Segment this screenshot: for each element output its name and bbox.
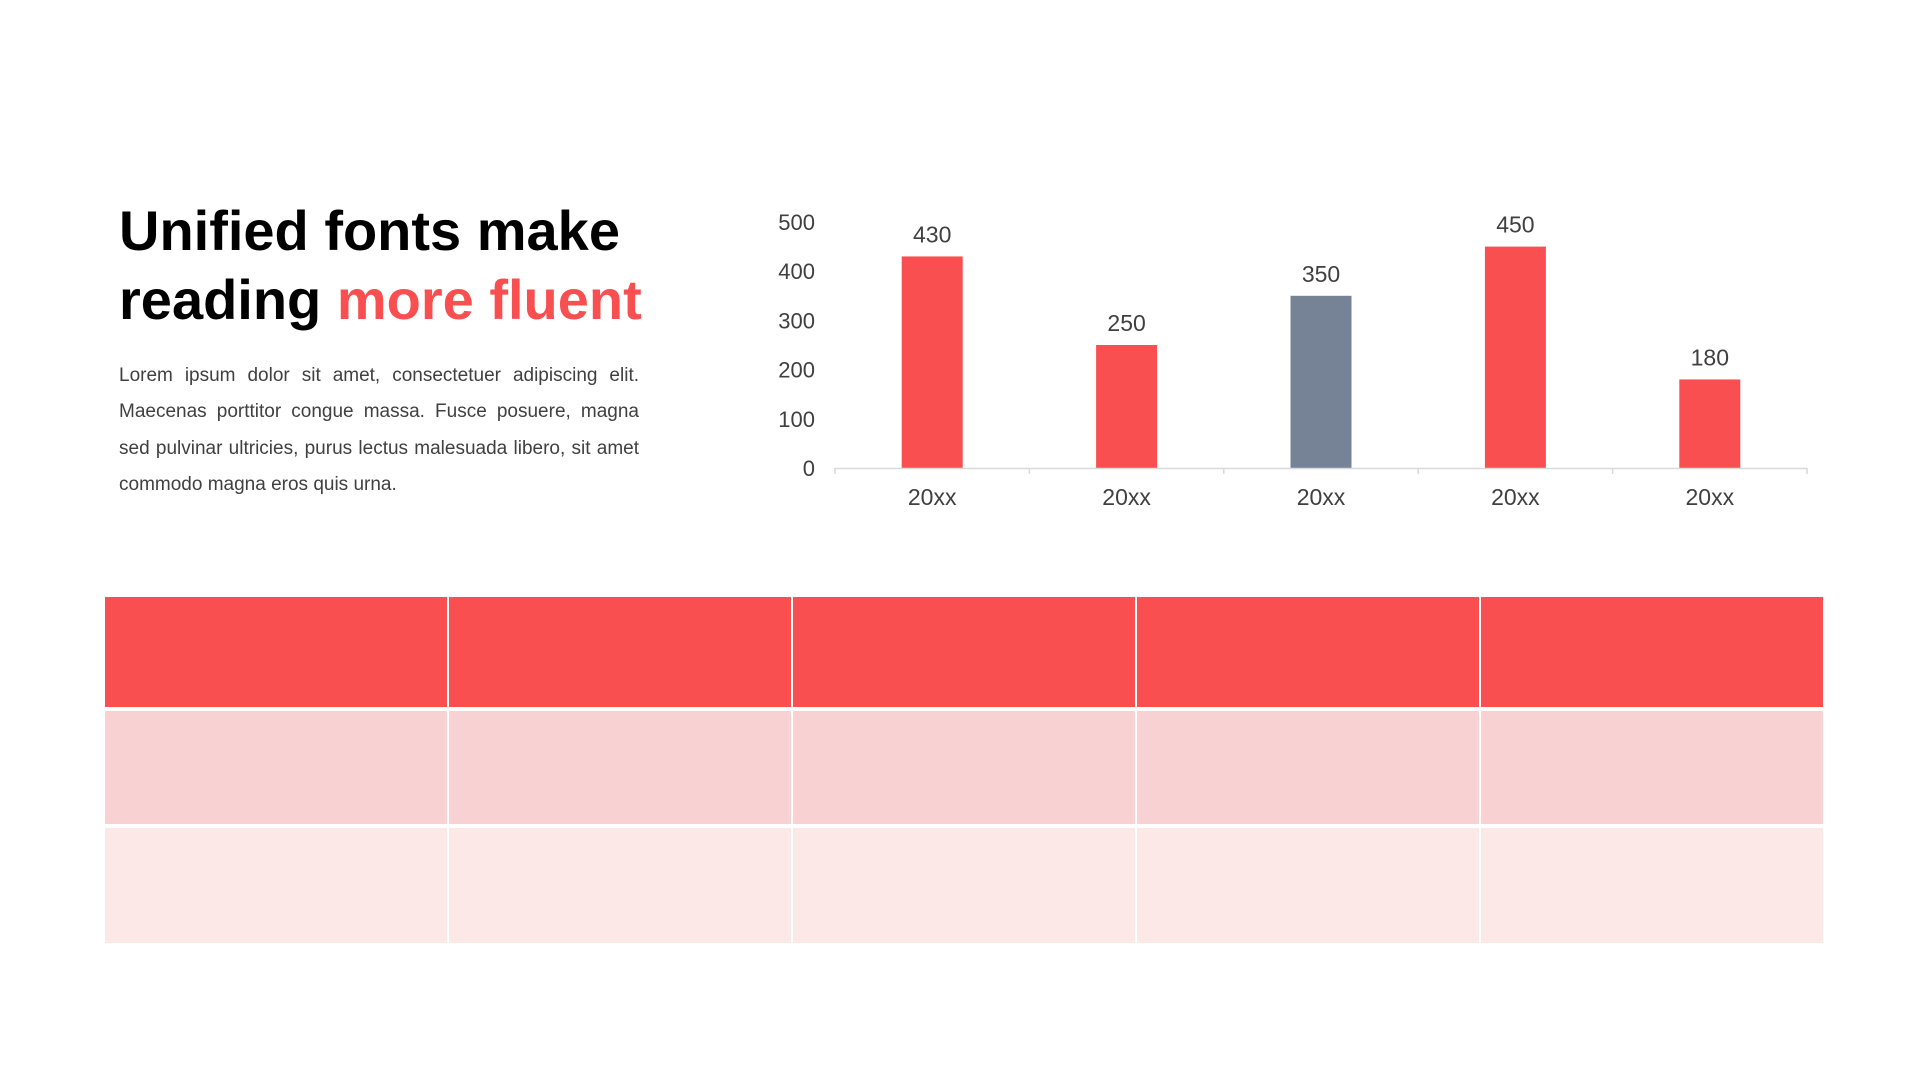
bar-series [901, 246, 1741, 468]
y-tick-label: 0 [803, 456, 815, 481]
bar [1679, 379, 1741, 468]
x-tick-label: 20xx [1297, 484, 1346, 510]
x-tick-label: 20xx [1491, 484, 1540, 510]
x-tick-label: 20xx [1686, 484, 1735, 510]
bar-chart: 0 100 200 300 400 500 20xx 20xx 20xx 20xx 20xx 43… [778, 210, 1808, 510]
data-table [105, 597, 1823, 943]
table-header-cell [1137, 597, 1479, 707]
table-cell [449, 711, 791, 824]
table-header-cell [449, 597, 791, 707]
x-tick-label: 20xx [908, 484, 957, 510]
bar [1096, 345, 1158, 468]
y-axis: 0 100 200 300 400 500 [778, 210, 815, 481]
body-paragraph: Lorem ipsum dolor sit amet, consectetuer… [119, 365, 639, 495]
data-label: 180 [1691, 344, 1729, 370]
x-tick-labels: 20xx 20xx 20xx 20xx 20xx [908, 484, 1735, 510]
data-label: 250 [1107, 310, 1145, 336]
table-header-cell [1481, 597, 1823, 707]
data-label: 430 [913, 221, 951, 247]
table-cell [793, 711, 1135, 824]
y-tick-label: 300 [778, 308, 815, 333]
table-header-cell [105, 597, 447, 707]
bar-highlighted [1290, 295, 1352, 468]
table-cell [449, 828, 791, 943]
bar [1484, 246, 1546, 468]
y-tick-label: 200 [778, 358, 815, 383]
bar [901, 256, 963, 468]
table-cell [1481, 828, 1823, 943]
table-cell [105, 828, 447, 943]
table-cell [1481, 711, 1823, 824]
slide-title: Unified fonts make reading more fluent [119, 196, 739, 334]
data-label: 450 [1496, 212, 1534, 238]
title-accent-text: more fluent [336, 268, 642, 331]
table-cell [793, 828, 1135, 943]
data-labels: 430 250 350 450 180 [913, 212, 1729, 371]
x-axis [834, 467, 1808, 474]
x-tick-label: 20xx [1102, 484, 1151, 510]
title-line-2: reading [119, 268, 337, 331]
table-cell [1137, 711, 1479, 824]
title-line-1: Unified fonts make [119, 199, 620, 262]
table-cell [1137, 828, 1479, 943]
y-tick-label: 100 [778, 407, 815, 432]
y-tick-label: 400 [778, 259, 815, 284]
data-label: 350 [1302, 261, 1340, 287]
y-tick-label: 500 [778, 210, 815, 235]
table-cell [105, 711, 447, 824]
table-header-cell [793, 597, 1135, 707]
